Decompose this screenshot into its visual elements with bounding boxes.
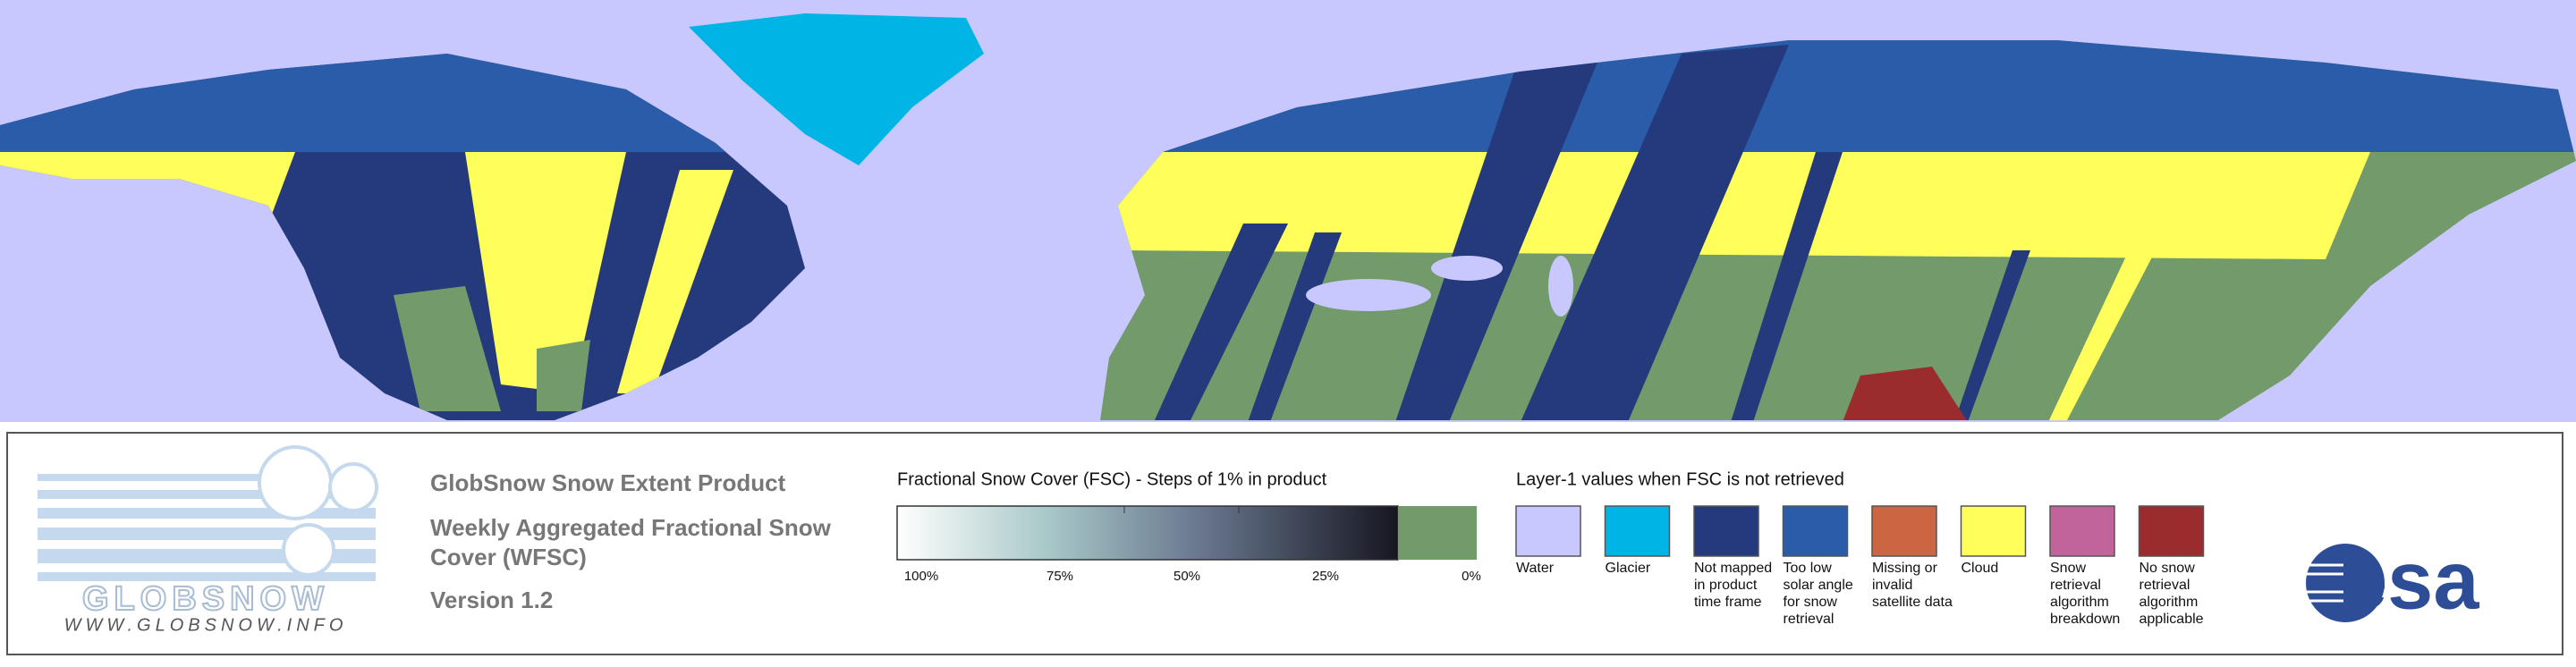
layer1-title: Layer-1 values when FSC is not retrieved xyxy=(1516,469,1844,489)
legend-swatch xyxy=(1693,505,1759,557)
legend-label: No snow retrieval algorithm applicable xyxy=(2139,561,2204,627)
fsc-tick-label: 100% xyxy=(903,569,939,584)
legend-label: Snow retrieval algorithm breakdown xyxy=(2050,561,2121,627)
caspian-sea xyxy=(1548,256,1573,317)
fsc-tick-label: 50% xyxy=(1173,569,1201,584)
legend-label: Glacier xyxy=(1605,561,1651,576)
legend-label: Not mapped in product time frame xyxy=(1694,561,1773,610)
legend-swatch xyxy=(1604,505,1671,557)
legend-label: Cloud xyxy=(1961,561,1999,576)
product-title: GlobSnow Snow Extent Product xyxy=(430,469,786,496)
legend-swatch xyxy=(2138,505,2205,557)
legend-swatch xyxy=(1871,505,1937,557)
legend-label: Water xyxy=(1516,561,1555,576)
fsc-tick-label: 0% xyxy=(1462,569,1481,584)
legend-label: Missing or invalid satellite data xyxy=(1872,561,1953,610)
legend-label: Too low solar angle for snow retrieval xyxy=(1783,561,1853,627)
fsc-gradient xyxy=(896,505,1399,561)
legend-swatch xyxy=(1515,505,1581,557)
logo-name: GLOBSNOW xyxy=(82,580,329,618)
black-sea xyxy=(1431,256,1503,281)
fsc-title: Fractional Snow Cover (FSC) - Steps of 1… xyxy=(897,469,1327,489)
logo-url: WWW.GLOBSNOW.INFO xyxy=(64,615,348,635)
esa-text: esa xyxy=(2342,535,2479,626)
greenland xyxy=(689,13,984,165)
version: Version 1.2 xyxy=(430,587,553,613)
esa-logo: esa xyxy=(2306,535,2479,626)
globsnow-logo: GLOBSNOW WWW.GLOBSNOW.INFO xyxy=(38,445,378,635)
legend-swatch xyxy=(1782,505,1849,557)
fsc-tick-label: 75% xyxy=(1046,569,1074,584)
mediterranean xyxy=(1306,279,1431,311)
fsc-zero xyxy=(1398,506,1477,560)
legend-swatch xyxy=(1960,505,2027,557)
legend-swatch xyxy=(2049,505,2115,557)
fsc-tick-label: 25% xyxy=(1311,569,1340,584)
product-subtitle: Weekly Aggregated Fractional Snow Cover … xyxy=(430,514,831,570)
